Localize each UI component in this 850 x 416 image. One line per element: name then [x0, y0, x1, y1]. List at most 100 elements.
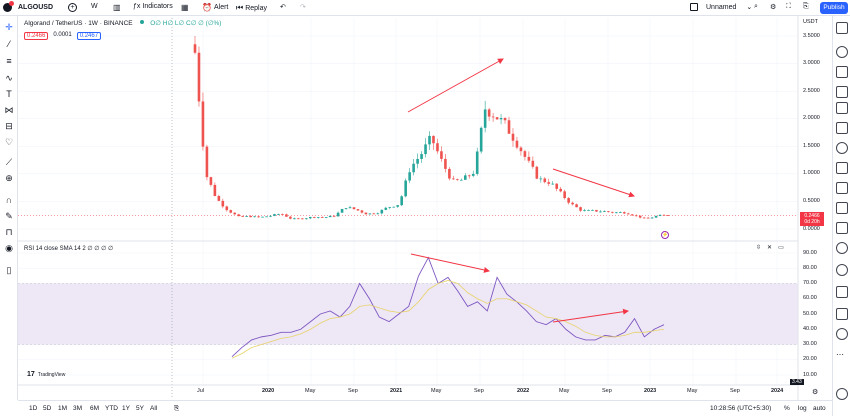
candle-body	[388, 206, 392, 208]
publish-button[interactable]: Publish	[820, 2, 848, 14]
camera-icon: ⎘	[803, 3, 809, 10]
candle-body	[269, 215, 272, 217]
time-tick-label: May	[305, 388, 316, 394]
close-pane-icon[interactable]: ✕	[767, 245, 773, 251]
alert-button[interactable]: ⏰ Alert	[202, 3, 228, 12]
brush-icon[interactable]: ∿	[5, 72, 13, 83]
lightning-icon[interactable]: ⚡	[661, 231, 669, 239]
candle-body	[471, 173, 475, 176]
magnet-icon[interactable]: ∩	[5, 195, 13, 205]
data-window-icon[interactable]	[836, 66, 848, 78]
currency-label[interactable]: USDT	[803, 19, 818, 25]
range-button-6m[interactable]: 6M	[90, 405, 100, 412]
candle-body	[253, 216, 256, 218]
candle-body	[607, 211, 610, 213]
rsi-last-badge: 3.43	[790, 379, 804, 385]
more-icon[interactable]: ⋯	[836, 350, 844, 359]
range-button-5y[interactable]: 5Y	[136, 405, 144, 412]
crosshair-icon[interactable]: ✛	[5, 21, 13, 32]
pane-controls: ⇳ ✕ ▭	[756, 244, 784, 251]
chat-icon[interactable]	[836, 182, 848, 194]
legend-title: Algorand / TetherUS · 1W · BINANCE	[24, 20, 133, 27]
pine-editor-icon[interactable]	[836, 308, 848, 320]
heart-icon[interactable]: ♡	[4, 136, 14, 147]
replay-label: Replay	[245, 4, 267, 12]
candle-body	[599, 211, 602, 213]
chart-type-button[interactable]: ▥	[113, 3, 121, 12]
candle-body	[432, 135, 435, 144]
layout-button[interactable]: Unnamed ⌄	[690, 3, 752, 11]
interval-button[interactable]: W	[91, 3, 98, 10]
candle-body	[611, 211, 614, 213]
indicators-icon: ƒx	[133, 3, 141, 10]
candle-body	[229, 210, 233, 213]
move-pane-icon[interactable]: ⇳	[756, 245, 762, 251]
candle-body	[416, 158, 419, 164]
range-button-1y[interactable]: 1Y	[122, 405, 130, 412]
alerts-clock-icon[interactable]	[836, 46, 848, 58]
ideas-icon[interactable]	[836, 162, 848, 174]
clock-time[interactable]: 10:28:56 (UTC+5:30)	[710, 405, 772, 412]
news-icon[interactable]	[836, 86, 848, 98]
settings-button[interactable]: ⚙	[770, 3, 776, 11]
redo-button[interactable]: ↷	[300, 3, 306, 11]
search-button[interactable]: ⌕	[754, 3, 758, 11]
axis-settings-button[interactable]: ⚙	[812, 388, 818, 396]
hotlist-icon[interactable]	[836, 286, 848, 298]
streams-icon[interactable]	[836, 202, 848, 214]
symbol-search[interactable]: ALGOUSD	[3, 1, 53, 12]
range-button-5d[interactable]: 5D	[43, 405, 52, 412]
range-button-3m[interactable]: 3M	[73, 405, 83, 412]
time-tick-label: 2024	[771, 388, 784, 394]
last-price-badge: 0.2466 0d 20h	[800, 212, 824, 226]
rsi-band	[18, 283, 798, 345]
price-tick-label: 1.0000	[803, 170, 820, 177]
fib-icon[interactable]: ≡	[6, 56, 12, 66]
maximize-pane-icon[interactable]: ▭	[778, 245, 784, 251]
range-button-ytd[interactable]: YTD	[105, 405, 118, 412]
rsi-tick-label: 60.00	[803, 295, 817, 302]
trend-line-icon[interactable]: ⁄	[8, 39, 10, 49]
lock-icon[interactable]: ⊓	[5, 226, 13, 237]
candle-body	[293, 218, 296, 220]
compare-button[interactable]: +	[68, 3, 77, 12]
help-icon[interactable]	[836, 242, 848, 254]
ruler-icon[interactable]: ⟋	[5, 156, 13, 167]
indicators-button[interactable]: ƒx Indicators	[133, 3, 173, 10]
replay-button[interactable]: ⏮ Replay	[236, 3, 267, 13]
grid-icon: ▦	[181, 3, 189, 12]
fullscreen-button[interactable]: ⛶	[786, 3, 791, 11]
time-tick-label: Sep	[730, 388, 740, 394]
notes-icon[interactable]	[836, 122, 848, 134]
templates-button[interactable]: ▦	[181, 3, 189, 12]
calendar-icon[interactable]	[836, 102, 848, 114]
candle-body	[483, 109, 487, 128]
profile-icon[interactable]	[836, 388, 848, 400]
layers-icon[interactable]	[836, 222, 848, 234]
undo-button[interactable]: ↶	[280, 3, 286, 11]
zoom-in-icon[interactable]: ⊕	[5, 172, 13, 183]
auto-toggle[interactable]: auto	[813, 405, 826, 412]
log-toggle[interactable]: log	[798, 405, 807, 412]
eye-icon[interactable]: ◉	[5, 242, 13, 253]
goto-date-button[interactable]: ⎘	[174, 405, 179, 413]
target-icon[interactable]	[836, 142, 848, 154]
text-icon[interactable]: T	[6, 89, 12, 99]
pencil-lock-icon[interactable]: ✎	[5, 210, 13, 221]
percent-toggle[interactable]: %	[784, 405, 790, 412]
range-button-all[interactable]: All	[150, 405, 158, 412]
pattern-icon[interactable]: ⋈	[4, 104, 14, 115]
range-button-1d[interactable]: 1D	[29, 405, 38, 412]
snapshot-button[interactable]: ⎘	[803, 3, 809, 11]
trash-icon[interactable]: ▯	[6, 264, 12, 275]
notifications-icon[interactable]	[836, 328, 848, 340]
broadcast-icon[interactable]	[836, 264, 848, 276]
range-button-1m[interactable]: 1M	[58, 405, 68, 412]
gear-icon: ⚙	[812, 389, 819, 396]
trend-arrows	[407, 58, 635, 323]
ask-price[interactable]: 0.2467	[76, 32, 102, 40]
projection-icon[interactable]: ⊟	[5, 120, 13, 131]
bid-price[interactable]: 0.2466	[24, 32, 49, 40]
watchlist-icon[interactable]	[836, 22, 848, 34]
